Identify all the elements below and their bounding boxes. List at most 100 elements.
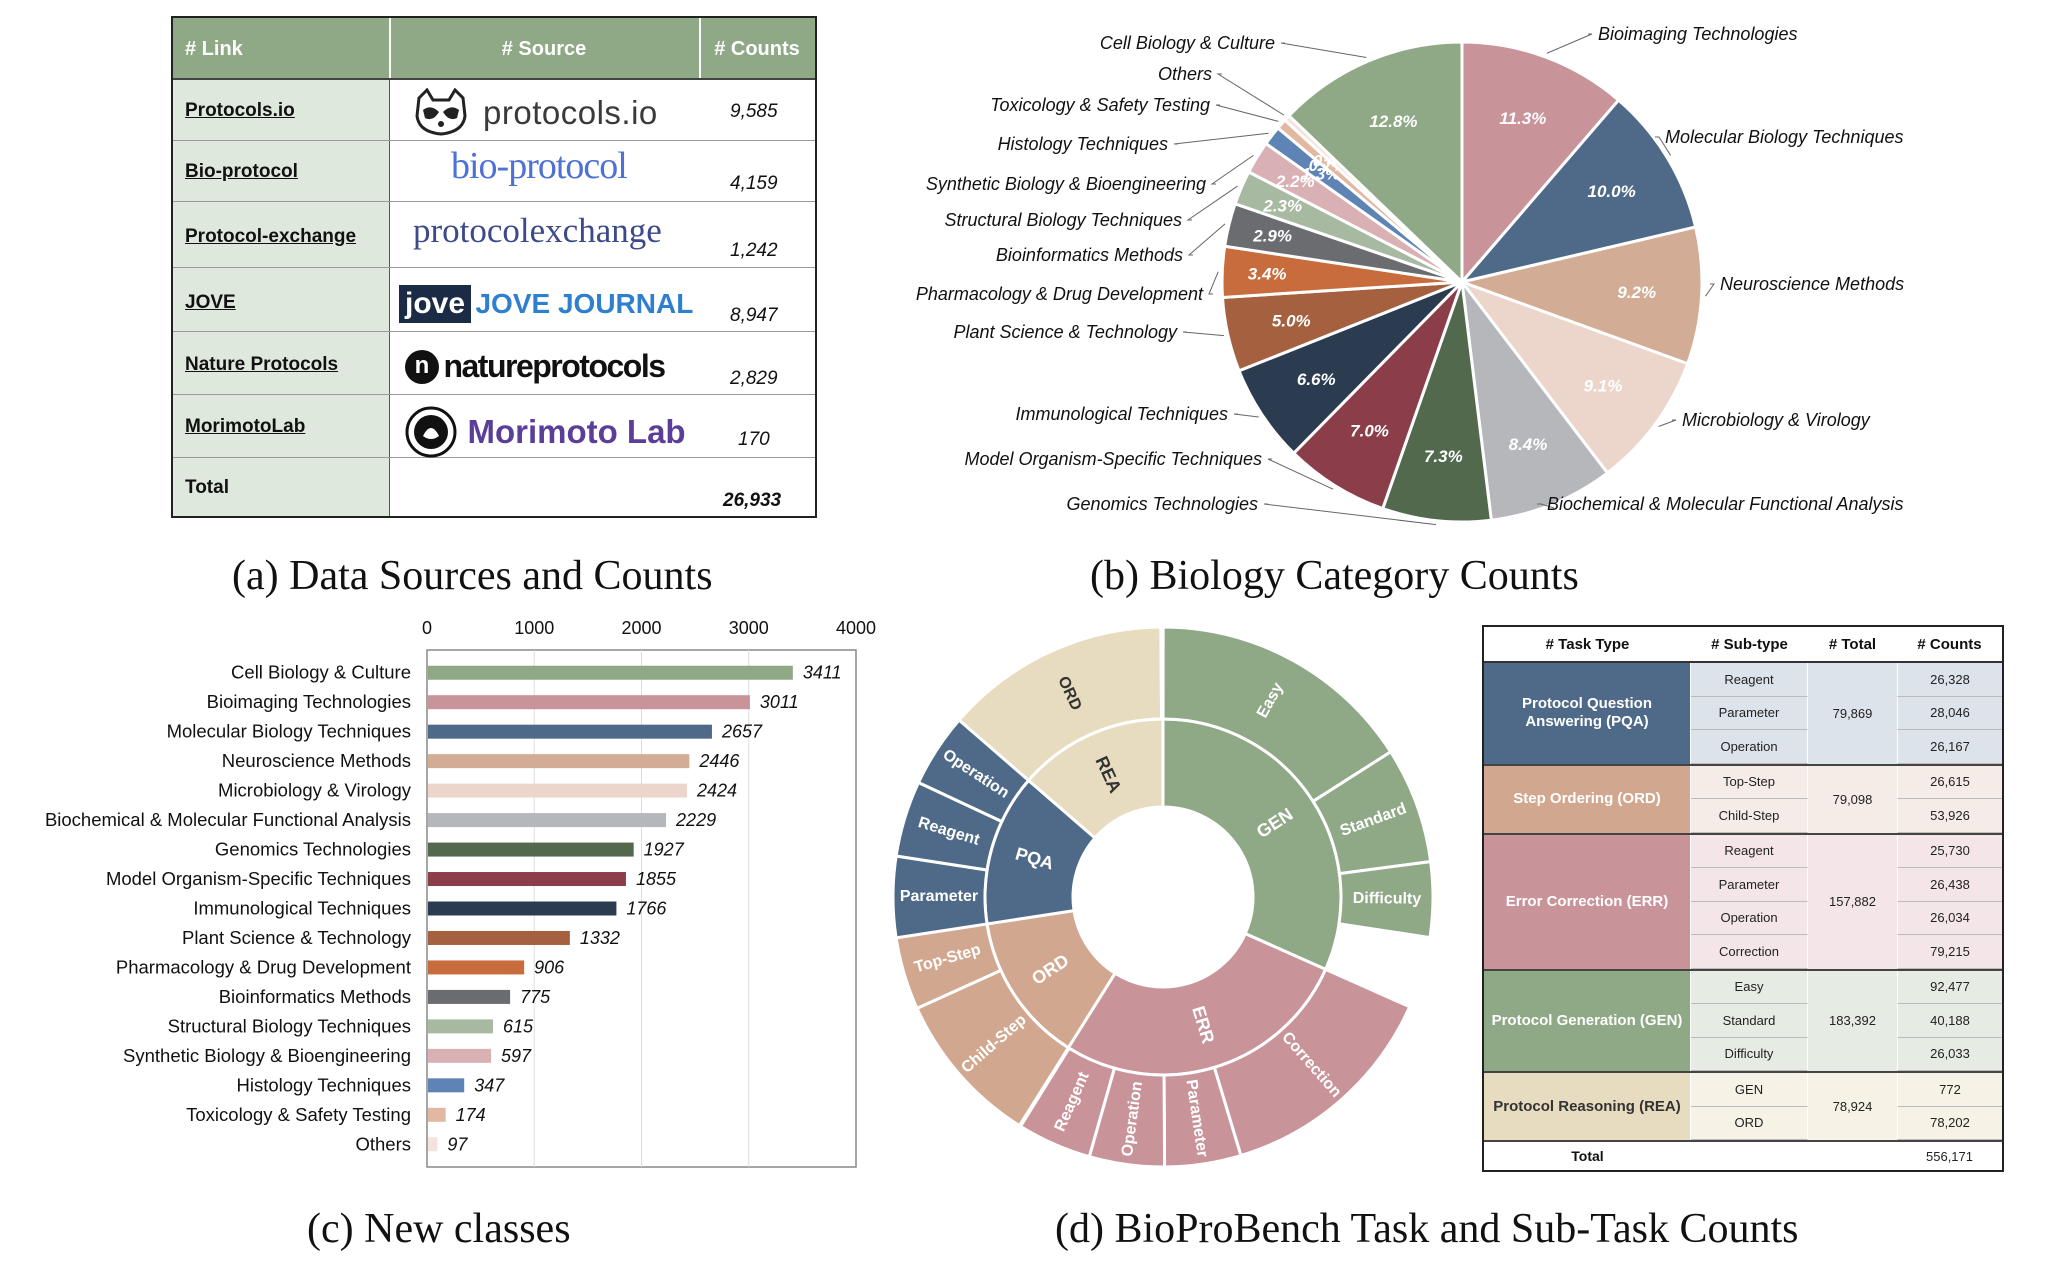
pie-pct-structural-biology-techniques: 2.3% bbox=[1262, 196, 1302, 215]
sunburst-outer-13-gen bbox=[1159, 625, 1165, 721]
pie-label-biochemical-and-molecular-functional-analysis: Biochemical & Molecular Functional Analy… bbox=[1547, 494, 1903, 514]
bar-label-plant-science-and-technology: Plant Science & Technology bbox=[182, 927, 412, 948]
task-total-label: Total bbox=[1571, 1148, 1604, 1164]
bar-label-others: Others bbox=[355, 1133, 411, 1154]
task-type-0: Protocol Question Answering (PQA) bbox=[1484, 663, 1691, 764]
pie-slice-bioimaging-technologies bbox=[1460, 40, 1621, 287]
bar-label-microbiology-and-virology: Microbiology & Virology bbox=[218, 780, 412, 801]
jove-logo: jove JOVE JOURNAL bbox=[399, 285, 693, 323]
bar-synthetic-biology-and-bioengineering bbox=[428, 1048, 492, 1063]
sources-table-header bbox=[173, 18, 815, 80]
morimoto-lab-logo: Morimoto Lab bbox=[405, 406, 686, 458]
task-count-3-easy: 92,477 bbox=[1897, 970, 2002, 1004]
task-header-counts: # Counts bbox=[1917, 635, 1982, 653]
task-count-1-top-step: 26,615 bbox=[1897, 765, 2002, 799]
task-type-3: Protocol Generation (GEN) bbox=[1484, 970, 1691, 1071]
link-morimotolab[interactable]: MorimotoLab bbox=[185, 416, 306, 437]
task-header-total: # Total bbox=[1828, 635, 1877, 653]
header-link: # Link bbox=[185, 38, 243, 60]
bar-xtick-3000: 3000 bbox=[729, 618, 769, 638]
count-protocol-exchange: 1,242 bbox=[730, 240, 778, 261]
link-nature-protocols[interactable]: Nature Protocols bbox=[185, 354, 339, 375]
pie-label-model-organism-specific-techniques: Model Organism-Specific Techniques bbox=[965, 449, 1262, 469]
pie-label-histology-techniques: Histology Techniques bbox=[998, 134, 1168, 154]
task-count-0-operation: 26,167 bbox=[1897, 730, 2002, 764]
task-grand-total: 556,171 bbox=[1926, 1148, 1973, 1164]
count-total: 26,933 bbox=[723, 490, 782, 511]
bar-value-histology-techniques: 347 bbox=[474, 1075, 505, 1095]
pie-pct-bioimaging-technologies: 11.3% bbox=[1499, 109, 1546, 128]
bar-genomics-technologies bbox=[428, 842, 634, 857]
link-jove[interactable]: JOVE bbox=[185, 292, 236, 313]
bar-value-neuroscience-methods: 2446 bbox=[698, 751, 740, 771]
pie-pct-microbiology-and-virology: 9.1% bbox=[1584, 377, 1623, 396]
caption-c: (c) New classes bbox=[307, 1206, 571, 1252]
link-protocols-io[interactable]: Protocols.io bbox=[185, 100, 295, 121]
pie-label-immunological-techniques: Immunological Techniques bbox=[1016, 404, 1228, 424]
pie-label-toxicology-and-safety-testing: Toxicology & Safety Testing bbox=[990, 95, 1210, 115]
caption-a: (a) Data Sources and Counts bbox=[232, 553, 713, 599]
nature-protocols-logo: n natureprotocols bbox=[405, 348, 666, 385]
task-subtype-4-ord: ORD bbox=[1691, 1106, 1808, 1140]
task-subtype-0-reagent: Reagent bbox=[1691, 663, 1808, 697]
bar-label-biochemical-and-molecular-functional-analysis: Biochemical & Molecular Functional Analy… bbox=[45, 809, 411, 830]
bar-plant-science-and-technology bbox=[428, 930, 570, 945]
pie-leader-bioimaging-technologies bbox=[1546, 33, 1593, 54]
task-subtype-1-child-step: Child-Step bbox=[1691, 799, 1808, 833]
bar-label-model-organism-specific-techniques: Model Organism-Specific Techniques bbox=[106, 868, 411, 889]
bar-label-toxicology-and-safety-testing: Toxicology & Safety Testing bbox=[186, 1104, 411, 1125]
pie-leader-toxicology-and-safety-testing bbox=[1215, 104, 1279, 122]
pie-label-plant-science-and-technology: Plant Science & Technology bbox=[954, 322, 1178, 342]
pie-leader-structural-biology-techniques bbox=[1186, 185, 1238, 221]
task-total-3: 183,392 bbox=[1808, 970, 1897, 1071]
bar-neuroscience-methods bbox=[428, 754, 690, 769]
pie-leader-neuroscience-methods bbox=[1705, 283, 1715, 297]
task-subtype-3-standard: Standard bbox=[1691, 1004, 1808, 1038]
bar-label-molecular-biology-techniques: Molecular Biology Techniques bbox=[167, 721, 411, 742]
header-counts: # Counts bbox=[714, 38, 800, 60]
pie-leader-plant-science-and-technology bbox=[1182, 331, 1225, 337]
task-count-2-operation: 26,034 bbox=[1897, 901, 2002, 935]
header-source: # Source bbox=[501, 38, 587, 60]
pie-label-pharmacology-and-drug-development: Pharmacology & Drug Development bbox=[916, 284, 1204, 304]
pie-leader-synthetic-biology-and-bioengineering bbox=[1210, 154, 1254, 185]
pie-pct-pharmacology-and-drug-development: 3.4% bbox=[1248, 265, 1287, 284]
bar-label-neuroscience-methods: Neuroscience Methods bbox=[222, 750, 411, 771]
bar-value-plant-science-and-technology: 1332 bbox=[580, 928, 620, 948]
task-count-4-gen: 772 bbox=[1897, 1073, 2002, 1107]
pie-pct-plant-science-and-technology: 5.0% bbox=[1272, 311, 1311, 330]
task-subtype-1-top-step: Top-Step bbox=[1691, 765, 1808, 799]
pie-pct-bioinformatics-methods: 2.9% bbox=[1252, 227, 1292, 246]
task-total-2: 157,882 bbox=[1808, 834, 1897, 969]
caption-d: (d) BioProBench Task and Sub-Task Counts bbox=[1055, 1206, 1799, 1252]
task-subtype-3-easy: Easy bbox=[1691, 970, 1808, 1004]
nature-n-icon: n bbox=[405, 349, 439, 384]
task-subtype-0-operation: Operation bbox=[1691, 730, 1808, 764]
bar-label-pharmacology-and-drug-development: Pharmacology & Drug Development bbox=[116, 956, 411, 977]
pie-slice-neuroscience-methods bbox=[1456, 225, 1704, 366]
bio-protocol-logo: bio-protocol bbox=[451, 145, 628, 187]
pie-pct-model-organism-specific-techniques: 7.0% bbox=[1350, 422, 1389, 441]
bar-model-organism-specific-techniques bbox=[428, 872, 626, 887]
link-protocol-exchange[interactable]: Protocol-exchange bbox=[185, 226, 357, 247]
bar-bioinformatics-methods bbox=[428, 989, 511, 1004]
new-classes-bar-chart: 0 1000 2000 3000 4000 Cell Biology & Culture 3… bbox=[45, 618, 876, 1168]
total-label: Total bbox=[185, 477, 229, 498]
count-nature-protocols: 2,829 bbox=[730, 368, 778, 389]
task-type-2: Error Correction (ERR) bbox=[1484, 834, 1691, 969]
count-protocols-io: 9,585 bbox=[730, 101, 778, 122]
morimoto-lab-wordmark: Morimoto Lab bbox=[467, 413, 686, 450]
link-bio-protocol[interactable]: Bio-protocol bbox=[185, 161, 298, 182]
bar-value-bioinformatics-methods: 775 bbox=[520, 987, 551, 1007]
bar-others bbox=[428, 1137, 438, 1152]
pie-label-structural-biology-techniques: Structural Biology Techniques bbox=[945, 210, 1182, 230]
bar-biochemical-and-molecular-functional-analysis bbox=[428, 813, 667, 828]
caption-b: (b) Biology Category Counts bbox=[1090, 553, 1579, 599]
bar-value-synthetic-biology-and-bioengineering: 597 bbox=[501, 1046, 532, 1066]
pie-leader-histology-techniques bbox=[1173, 132, 1269, 145]
bar-value-genomics-technologies: 1927 bbox=[644, 840, 685, 860]
sunburst-outer-label-9-parameter: Parameter bbox=[900, 888, 978, 905]
task-count-1-child-step: 53,926 bbox=[1897, 799, 2002, 833]
pie-label-synthetic-biology-and-bioengineering: Synthetic Biology & Bioengineering bbox=[926, 174, 1206, 194]
bar-label-genomics-technologies: Genomics Technologies bbox=[215, 839, 411, 860]
